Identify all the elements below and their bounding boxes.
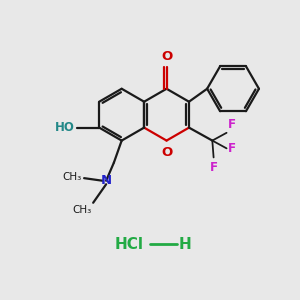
Text: F: F bbox=[210, 161, 218, 174]
Text: N: N bbox=[100, 174, 112, 187]
Text: F: F bbox=[228, 142, 236, 155]
Text: O: O bbox=[161, 146, 173, 159]
Text: H: H bbox=[179, 237, 192, 252]
Text: O: O bbox=[161, 50, 172, 63]
Text: F: F bbox=[228, 118, 236, 131]
Text: HO: HO bbox=[54, 121, 74, 134]
Text: CH₃: CH₃ bbox=[62, 172, 82, 182]
Text: HCl: HCl bbox=[115, 237, 144, 252]
Text: CH₃: CH₃ bbox=[72, 205, 92, 215]
